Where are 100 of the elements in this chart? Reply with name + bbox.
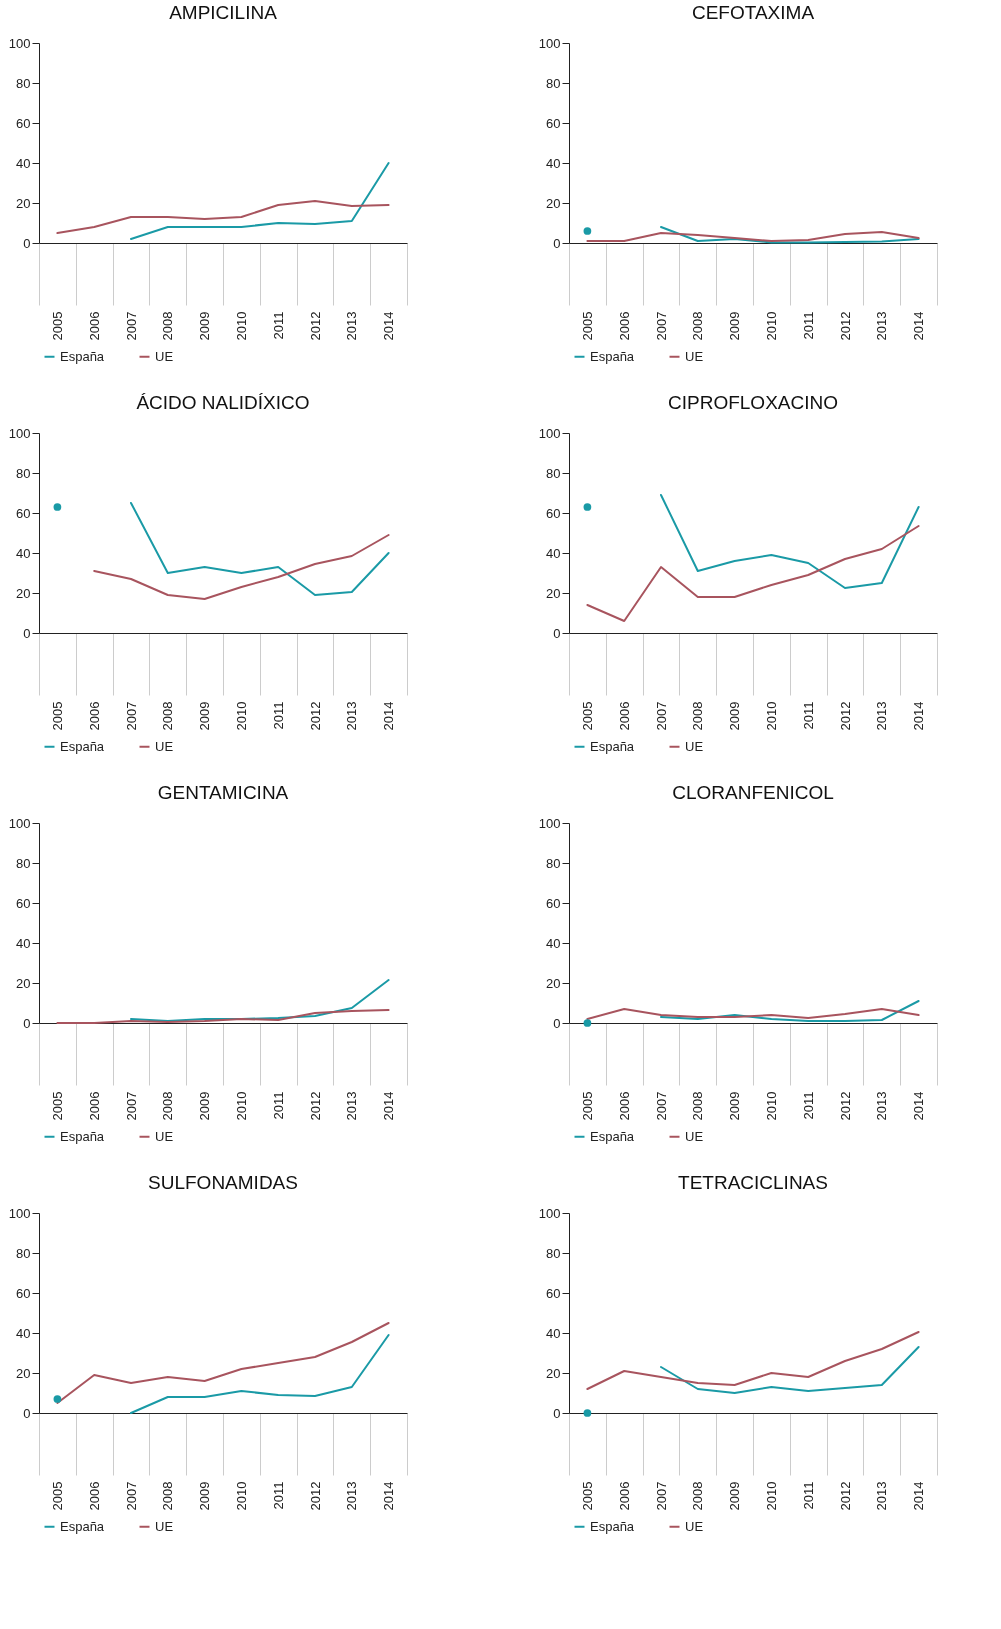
x-tick-label: 2014	[381, 1091, 397, 1121]
y-tick-label: 60	[16, 895, 31, 911]
y-tick-label: 100	[8, 425, 31, 441]
y-tick-label: 40	[546, 545, 561, 561]
x-tick-label: 2011	[270, 701, 286, 730]
y-tick-label: 40	[16, 155, 31, 171]
legend-label: España	[590, 1128, 635, 1144]
x-tick-label: 2007	[123, 1091, 139, 1121]
x-tick-label: 2014	[381, 701, 397, 731]
x-tick-label: 2008	[160, 701, 176, 731]
x-tick-label: 2014	[911, 1091, 927, 1121]
x-tick-label: 2011	[270, 1091, 286, 1120]
x-tick-label: 2007	[653, 1481, 669, 1511]
x-tick-label: 2009	[197, 1481, 213, 1511]
x-tick-label: 2013	[344, 311, 360, 341]
y-tick-label: 0	[553, 235, 561, 251]
x-tick-label: 2008	[690, 311, 706, 341]
y-tick-label: 60	[546, 1285, 561, 1301]
x-tick-label: 2011	[800, 1481, 816, 1510]
y-tick-label: 60	[16, 505, 31, 521]
y-tick-label: 100	[538, 425, 561, 441]
x-tick-label: 2009	[727, 701, 743, 731]
y-tick-label: 20	[16, 585, 31, 601]
x-tick-label: 2008	[690, 701, 706, 731]
y-tick-label: 20	[546, 585, 561, 601]
x-tick-label: 2005	[579, 701, 595, 731]
x-tick-label: 2014	[911, 1481, 927, 1511]
y-tick-label: 80	[546, 75, 561, 91]
chart-title: AMPICILINA	[169, 2, 278, 23]
x-tick-label: 2011	[800, 1091, 816, 1120]
x-tick-label: 2006	[86, 701, 102, 731]
x-tick-label: 2005	[49, 311, 65, 341]
x-tick-label: 2012	[307, 701, 323, 731]
y-tick-label: 80	[16, 465, 31, 481]
x-tick-label: 2005	[49, 1481, 65, 1511]
x-tick-label: 2006	[616, 311, 632, 341]
x-tick-label: 2007	[653, 701, 669, 731]
x-tick-label: 2014	[381, 311, 397, 341]
chart-title: SULFONAMIDAS	[148, 1172, 298, 1193]
x-tick-label: 2005	[49, 701, 65, 731]
x-tick-label: 2012	[837, 701, 853, 731]
line-series	[130, 162, 390, 240]
x-tick-label: 2012	[307, 1091, 323, 1121]
y-tick-label: 100	[538, 35, 561, 51]
x-tick-label: 2012	[837, 1481, 853, 1511]
y-tick-label: 80	[546, 855, 561, 871]
line-series	[586, 525, 920, 622]
x-tick-label: 2012	[307, 311, 323, 341]
x-tick-label: 2006	[616, 1091, 632, 1121]
y-tick-label: 20	[16, 195, 31, 211]
x-tick-label: 2013	[344, 1091, 360, 1121]
x-tick-label: 2008	[690, 1091, 706, 1121]
x-tick-label: 2007	[123, 1481, 139, 1511]
x-tick-label: 2010	[763, 701, 779, 731]
y-tick-label: 100	[8, 1205, 31, 1221]
chart-title: TETRACICLINAS	[678, 1172, 828, 1193]
legend-label: España	[590, 348, 635, 364]
x-tick-label: 2013	[344, 701, 360, 731]
x-tick-label: 2011	[800, 701, 816, 730]
x-tick-label: 2011	[270, 1481, 286, 1510]
x-tick-label: 2009	[727, 1481, 743, 1511]
x-tick-label: 2005	[579, 1091, 595, 1121]
x-tick-label: 2010	[233, 1481, 249, 1511]
x-tick-label: 2009	[197, 311, 213, 341]
y-tick-label: 0	[23, 1015, 31, 1031]
y-tick-label: 80	[546, 465, 561, 481]
y-tick-label: 60	[16, 1285, 31, 1301]
x-tick-label: 2007	[653, 311, 669, 341]
x-tick-label: 2008	[160, 1091, 176, 1121]
x-tick-label: 2008	[160, 1481, 176, 1511]
legend-label: UE	[155, 1518, 174, 1534]
y-tick-label: 80	[546, 1245, 561, 1261]
y-tick-label: 20	[16, 1365, 31, 1381]
x-tick-label: 2006	[86, 311, 102, 341]
x-tick-label: 2005	[49, 1091, 65, 1121]
legend-label: España	[60, 1128, 105, 1144]
x-tick-label: 2006	[616, 701, 632, 731]
legend-label: UE	[155, 348, 174, 364]
x-tick-label: 2014	[911, 311, 927, 341]
y-tick-label: 40	[546, 155, 561, 171]
x-tick-label: 2012	[837, 311, 853, 341]
legend-label: España	[60, 1518, 105, 1534]
y-tick-label: 0	[23, 235, 31, 251]
y-tick-label: 0	[553, 1015, 561, 1031]
x-tick-label: 2011	[800, 311, 816, 340]
y-tick-label: 20	[546, 195, 561, 211]
x-tick-label: 2006	[616, 1481, 632, 1511]
legend-label: España	[590, 738, 635, 754]
line-series	[586, 231, 920, 242]
x-tick-label: 2009	[727, 1091, 743, 1121]
x-tick-label: 2012	[307, 1481, 323, 1511]
x-tick-label: 2014	[381, 1481, 397, 1511]
legend-label: España	[60, 348, 105, 364]
y-tick-label: 100	[538, 815, 561, 831]
y-tick-label: 0	[553, 625, 561, 641]
y-tick-label: 40	[16, 1325, 31, 1341]
legend-label: España	[590, 1518, 635, 1534]
x-tick-label: 2010	[763, 1481, 779, 1511]
x-tick-label: 2013	[874, 1091, 890, 1121]
x-tick-label: 2013	[874, 311, 890, 341]
